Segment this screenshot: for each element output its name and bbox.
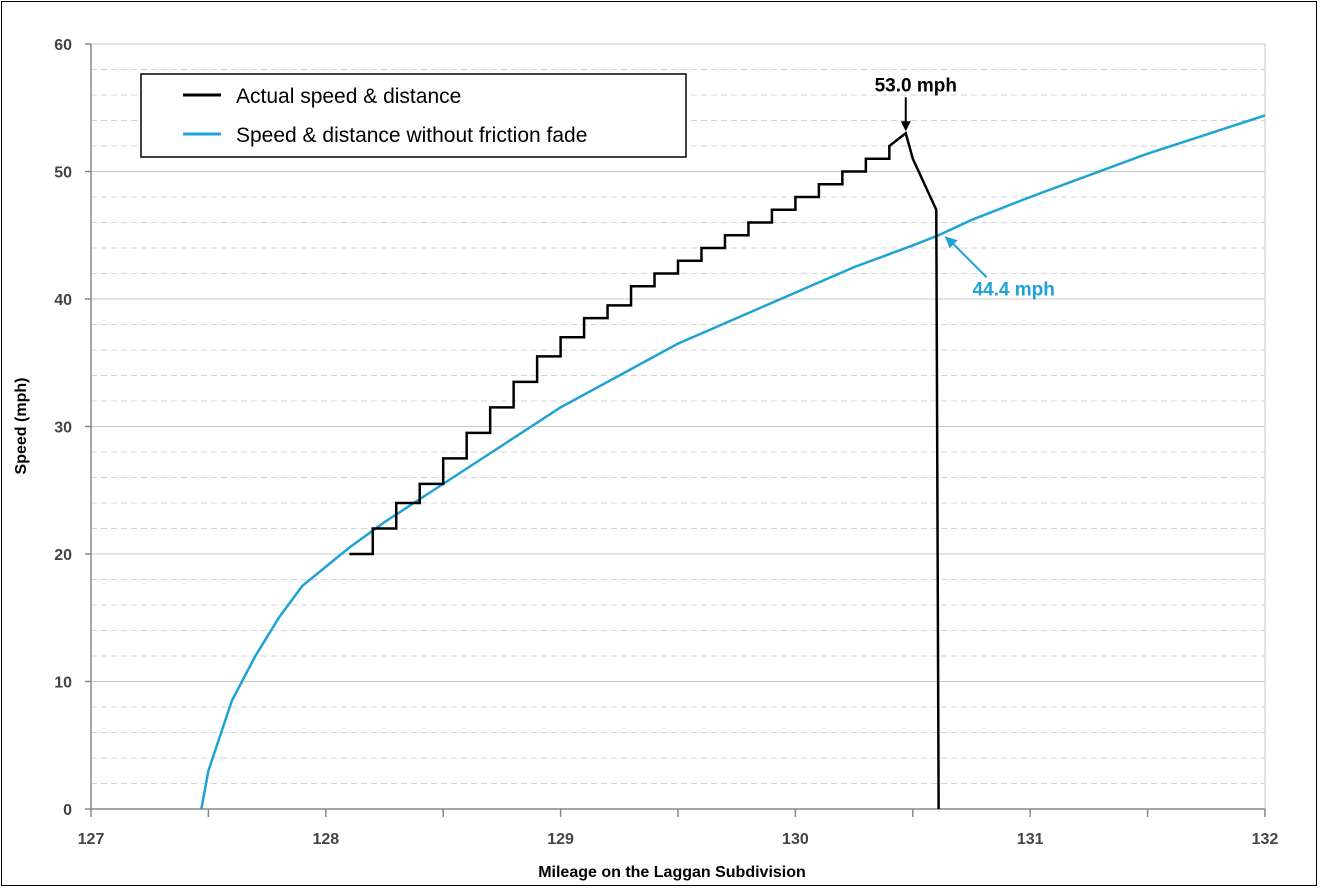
legend-box bbox=[140, 73, 687, 158]
x-tick-label: 130 bbox=[782, 831, 809, 848]
grid-lines bbox=[91, 43, 1266, 809]
y-tick-label: 0 bbox=[63, 802, 72, 819]
series bbox=[200, 114, 1266, 810]
x-tick-label: 132 bbox=[1252, 831, 1279, 848]
y-tick-label: 50 bbox=[54, 165, 72, 182]
y-tick-label: 30 bbox=[54, 420, 72, 437]
x-axis-title: Mileage on the Laggan Subdivision bbox=[538, 864, 806, 881]
legend: Actual speed & distance Speed & distance… bbox=[140, 73, 687, 158]
no-fade-speed-label: 44.4 mph bbox=[972, 279, 1054, 300]
no-fade-speed-arrowhead bbox=[944, 236, 958, 249]
annotations: 53.0 mph 44.4 mph bbox=[875, 75, 1055, 300]
y-tick-label: 10 bbox=[54, 675, 72, 692]
no-fade-speed-arrow bbox=[949, 240, 988, 278]
series-line-no-fade bbox=[200, 114, 1266, 810]
x-tick-label: 131 bbox=[1017, 831, 1044, 848]
peak-speed-arrowhead bbox=[900, 121, 911, 132]
tick-labels: 0 10 20 30 40 50 60 127 128 129 130 131 132 bbox=[54, 37, 1278, 848]
series-line-actual bbox=[349, 131, 940, 810]
legend-label-no-fade: Speed & distance without friction fade bbox=[236, 124, 587, 147]
x-tick-label: 127 bbox=[78, 831, 105, 848]
x-tick-label: 128 bbox=[312, 831, 339, 848]
y-tick-label: 60 bbox=[54, 37, 72, 54]
y-tick-label: 40 bbox=[54, 292, 72, 309]
peak-speed-label: 53.0 mph bbox=[875, 75, 957, 96]
y-axis-title: Speed (mph) bbox=[13, 378, 30, 475]
legend-label-actual: Actual speed & distance bbox=[236, 85, 461, 108]
y-tick-label: 20 bbox=[54, 547, 72, 564]
x-tick-label: 129 bbox=[547, 831, 574, 848]
